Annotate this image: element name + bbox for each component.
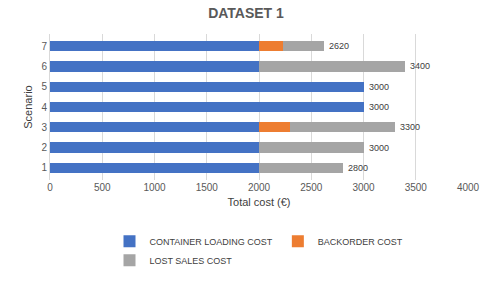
- svg-text:4000: 4000: [457, 182, 480, 193]
- svg-text:7: 7: [41, 41, 47, 52]
- svg-text:3000: 3000: [369, 82, 389, 92]
- svg-text:3: 3: [41, 122, 47, 133]
- svg-text:Scenario: Scenario: [22, 85, 34, 128]
- svg-text:5: 5: [41, 81, 47, 92]
- svg-text:3300: 3300: [400, 122, 420, 132]
- svg-text:3400: 3400: [410, 61, 430, 71]
- svg-text:500: 500: [94, 182, 111, 193]
- svg-text:3500: 3500: [405, 182, 428, 193]
- svg-text:DATASET 1: DATASET 1: [208, 5, 284, 21]
- svg-text:LOST SALES COST: LOST SALES COST: [150, 256, 233, 266]
- svg-text:3000: 3000: [352, 182, 375, 193]
- svg-text:3000: 3000: [369, 143, 389, 153]
- svg-text:Total cost (€): Total cost (€): [228, 196, 291, 208]
- svg-text:1000: 1000: [143, 182, 166, 193]
- svg-text:1: 1: [41, 162, 47, 173]
- svg-text:2620: 2620: [329, 41, 349, 51]
- svg-text:1500: 1500: [196, 182, 219, 193]
- svg-text:2: 2: [41, 142, 47, 153]
- svg-text:3000: 3000: [369, 102, 389, 112]
- svg-text:6: 6: [41, 61, 47, 72]
- svg-text:2500: 2500: [300, 182, 323, 193]
- svg-text:BACKORDER COST: BACKORDER COST: [318, 237, 403, 247]
- svg-text:2800: 2800: [348, 163, 368, 173]
- svg-text:2000: 2000: [248, 182, 271, 193]
- svg-text:0: 0: [47, 182, 53, 193]
- svg-text:CONTAINER LOADING COST: CONTAINER LOADING COST: [150, 237, 273, 247]
- svg-text:4: 4: [41, 102, 47, 113]
